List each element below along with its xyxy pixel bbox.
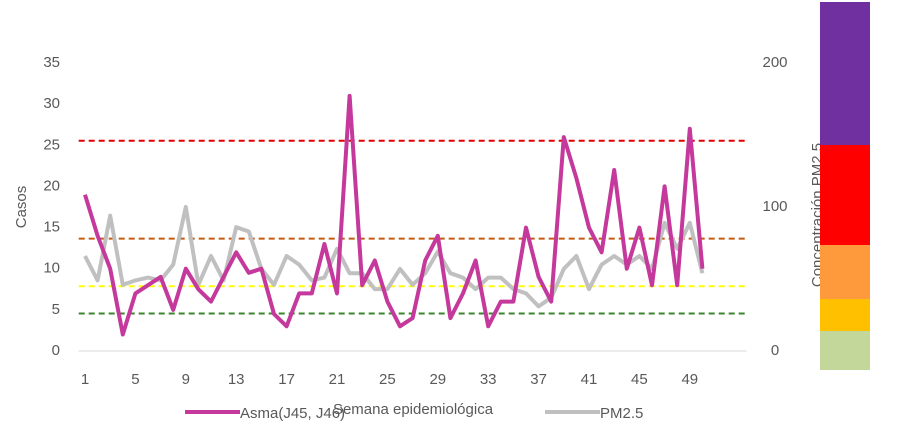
x-tick-label: 17 bbox=[278, 371, 295, 388]
x-tick-label: 1 bbox=[81, 371, 89, 388]
y-axis-title: Casos bbox=[13, 186, 30, 229]
y-tick-label: 5 bbox=[52, 301, 60, 318]
x-tick-label: 33 bbox=[480, 371, 497, 388]
y-tick-label: 35 bbox=[43, 54, 60, 71]
x-tick-label: 29 bbox=[429, 371, 446, 388]
x-tick-label: 21 bbox=[329, 371, 346, 388]
legend-label: Asma(J45, J46) bbox=[240, 405, 345, 422]
x-tick-label: 45 bbox=[631, 371, 648, 388]
series-line bbox=[83, 205, 705, 309]
scale-band bbox=[820, 245, 870, 299]
x-tick-label: 9 bbox=[182, 371, 190, 388]
y2-tick-label: 100 bbox=[762, 198, 787, 215]
scale-band bbox=[820, 299, 870, 331]
scale-band bbox=[820, 331, 870, 370]
y-tick-label: 15 bbox=[43, 219, 60, 236]
color-scale bbox=[820, 2, 870, 370]
x-tick-label: 13 bbox=[228, 371, 245, 388]
x-tick-label: 49 bbox=[681, 371, 698, 388]
x-axis-title: Semana epidemiológica bbox=[333, 401, 494, 418]
scale-band bbox=[820, 2, 870, 145]
y-tick-label: 20 bbox=[43, 177, 60, 194]
y-tick-label: 30 bbox=[43, 95, 60, 112]
y-tick-label: 25 bbox=[43, 136, 60, 153]
y2-tick-label: 0 bbox=[771, 342, 779, 359]
x-tick-label: 5 bbox=[131, 371, 139, 388]
scale-band bbox=[820, 145, 870, 245]
series-line bbox=[83, 93, 705, 337]
x-tick-label: 25 bbox=[379, 371, 396, 388]
legend-label: PM2.5 bbox=[600, 405, 643, 422]
x-tick-label: 41 bbox=[581, 371, 598, 388]
x-tick-label: 37 bbox=[530, 371, 547, 388]
y2-tick-label: 200 bbox=[762, 54, 787, 71]
y-tick-label: 0 bbox=[52, 342, 60, 359]
y-tick-label: 10 bbox=[43, 260, 60, 277]
